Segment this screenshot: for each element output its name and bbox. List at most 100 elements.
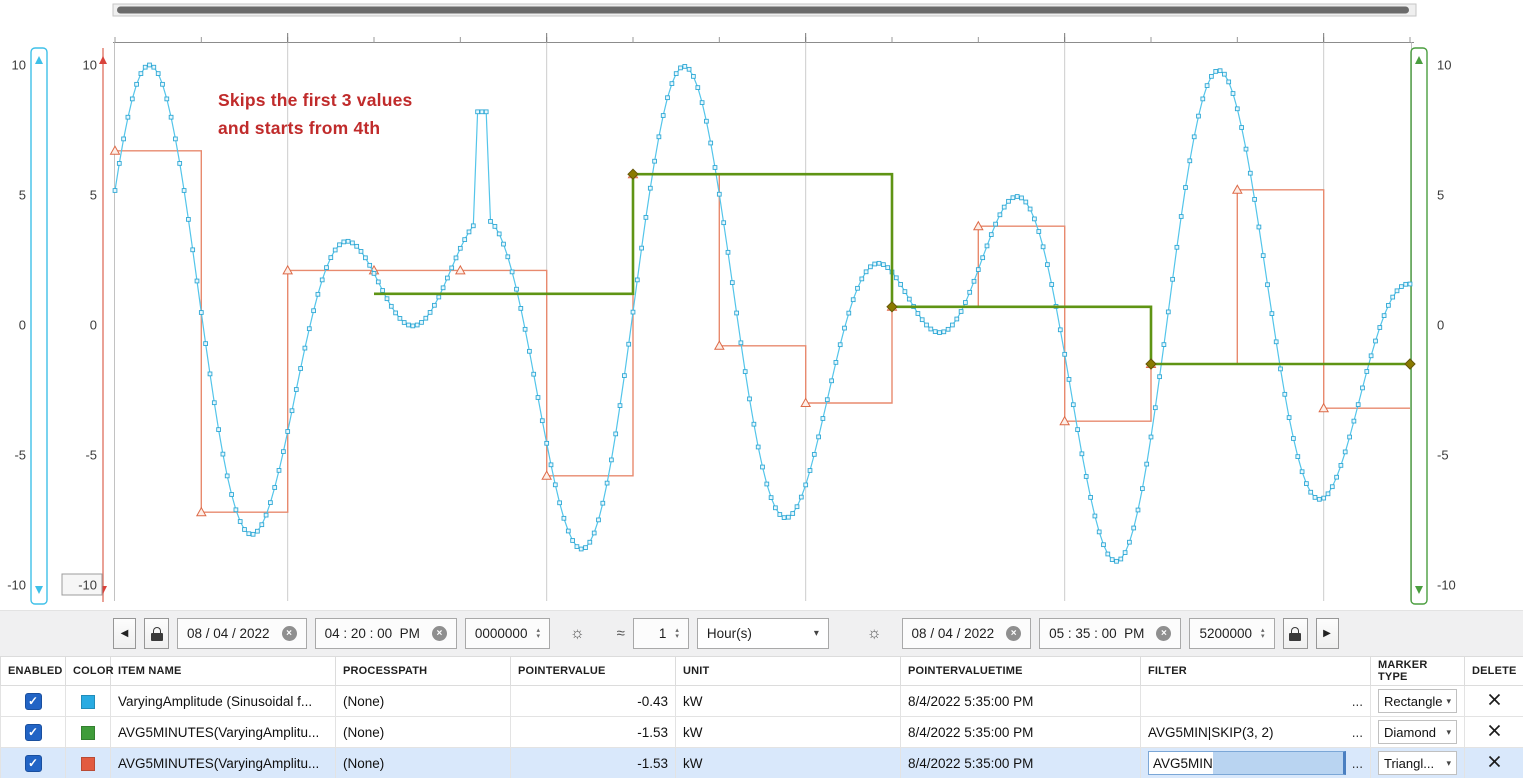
svg-text:0: 0 bbox=[1437, 318, 1444, 333]
trend-chart-region: 10 5 0 -5 -10 10 5 0 -5 -10 10 5 0 -5 -10 Skips the fi… bbox=[0, 0, 1523, 610]
header-filter: FILTER bbox=[1140, 656, 1371, 686]
series-avg5min-skip bbox=[374, 168, 1416, 370]
spinner-icon[interactable]: ▴ ▾ bbox=[536, 626, 540, 640]
marker-type-select[interactable]: Rectangle ▾ bbox=[1378, 689, 1457, 713]
filter-more-button[interactable]: ... bbox=[1351, 755, 1363, 771]
item-name-cell: AVG5MINUTES(VaryingAmplitu... bbox=[110, 716, 336, 748]
series-color-swatch[interactable] bbox=[81, 725, 95, 740]
item-name-cell: AVG5MINUTES(VaryingAmplitu... bbox=[110, 747, 336, 778]
svg-text:10: 10 bbox=[1437, 58, 1451, 73]
chevron-down-icon: ▾ bbox=[813, 628, 819, 639]
svg-text:10: 10 bbox=[83, 58, 97, 73]
value-axis-right-green[interactable]: 10 5 0 -5 -10 bbox=[1410, 47, 1456, 605]
svg-text:-5: -5 bbox=[85, 448, 97, 463]
header-processpath: PROCESSPATH bbox=[335, 656, 511, 686]
step-back-button[interactable]: ◀ bbox=[113, 618, 136, 649]
marker-type-select[interactable]: Triangl... ▾ bbox=[1378, 751, 1457, 775]
processpath-cell: (None) bbox=[335, 747, 511, 778]
item-name-cell: VaryingAmplitude (Sinusoidal f... bbox=[110, 685, 336, 717]
header-item-name: ITEM NAME bbox=[110, 656, 336, 686]
series-avg5min bbox=[109, 145, 1410, 517]
value-axis-left-orange[interactable]: 10 5 0 -5 -10 bbox=[61, 48, 107, 602]
chart-scrollbar[interactable] bbox=[112, 3, 1417, 17]
svg-text:-10: -10 bbox=[7, 578, 26, 593]
unit-cell: kW bbox=[675, 747, 901, 778]
duration-value-field[interactable]: 1 ▴ ▾ bbox=[632, 618, 689, 649]
enabled-checkbox[interactable]: ✓ bbox=[24, 692, 42, 710]
filter-input[interactable] bbox=[1148, 751, 1346, 775]
duration-unit-value: Hour(s) bbox=[706, 626, 752, 641]
end-date-field[interactable]: 08 / 04 / 2022 × bbox=[901, 618, 1032, 649]
start-time-value: 04 : 20 : 00 PM bbox=[324, 626, 420, 641]
delete-row-button[interactable] bbox=[1488, 724, 1501, 737]
svg-text:0: 0 bbox=[90, 318, 97, 333]
lock-icon bbox=[1289, 626, 1302, 641]
series-color-swatch[interactable] bbox=[81, 756, 95, 771]
enabled-checkbox[interactable]: ✓ bbox=[24, 723, 42, 741]
series-color-swatch[interactable] bbox=[81, 694, 95, 709]
trend-chart[interactable]: 10 5 0 -5 -10 10 5 0 -5 -10 10 5 0 -5 -10 bbox=[0, 0, 1523, 610]
lock-end-button[interactable] bbox=[1282, 618, 1308, 649]
svg-text:0: 0 bbox=[19, 318, 26, 333]
duration-value: 1 bbox=[658, 626, 667, 641]
delete-icon bbox=[1488, 693, 1500, 706]
table-row[interactable]: ✓ VaryingAmplitude (Sinusoidal f... (Non… bbox=[0, 685, 1523, 717]
start-offset-field[interactable]: 0000000 ▴ ▾ bbox=[464, 618, 550, 649]
series-varying-amplitude bbox=[112, 62, 1413, 564]
svg-text:-10: -10 bbox=[78, 578, 97, 593]
annotation-line-2: and starts from 4th bbox=[218, 118, 381, 138]
duration-unit-select[interactable]: Hour(s) ▾ bbox=[696, 618, 829, 649]
pointervaluetime-cell: 8/4/2022 5:35:00 PM bbox=[900, 685, 1141, 717]
end-offset-value: 5200000 bbox=[1199, 626, 1252, 641]
chevron-down-icon: ▾ bbox=[1446, 695, 1452, 706]
sun-icon-start[interactable]: ☼ bbox=[569, 624, 585, 642]
lock-start-button[interactable] bbox=[144, 618, 169, 649]
unit-cell: kW bbox=[675, 716, 901, 748]
marker-type-value: Triangl... bbox=[1384, 755, 1435, 771]
spinner-icon[interactable]: ▴ ▾ bbox=[675, 626, 679, 640]
svg-text:-5: -5 bbox=[1437, 448, 1449, 463]
end-time-field[interactable]: 05 : 35 : 00 PM × bbox=[1039, 618, 1182, 649]
pointervaluetime-cell: 8/4/2022 5:35:00 PM bbox=[900, 747, 1141, 778]
clear-end-date-icon[interactable]: × bbox=[1006, 626, 1022, 641]
chevron-down-icon: ▾ bbox=[1446, 757, 1451, 768]
filter-more-button[interactable]: ... bbox=[1351, 693, 1363, 709]
unit-cell: kW bbox=[675, 685, 901, 717]
chart-annotation: Skips the first 3 values and starts from… bbox=[218, 86, 412, 142]
delete-icon bbox=[1488, 755, 1500, 768]
header-pointervaluetime: POINTERVALUETIME bbox=[900, 656, 1141, 686]
annotation-line-1: Skips the first 3 values bbox=[218, 90, 413, 110]
table-row[interactable]: ✓ AVG5MINUTES(VaryingAmplitu... (None) -… bbox=[0, 716, 1523, 748]
marker-type-value: Diamond bbox=[1384, 724, 1437, 740]
clear-end-time-icon[interactable]: × bbox=[1156, 626, 1172, 641]
lock-icon bbox=[150, 626, 163, 641]
table-header-row: ENABLED COLOR ITEM NAME PROCESSPATH POIN… bbox=[0, 656, 1523, 686]
end-time-value: 05 : 35 : 00 PM bbox=[1049, 626, 1145, 641]
header-marker-type: MARKER TYPE bbox=[1370, 656, 1465, 686]
clear-start-date-icon[interactable]: × bbox=[281, 626, 297, 641]
marker-type-select[interactable]: Diamond ▾ bbox=[1378, 720, 1457, 744]
start-time-field[interactable]: 04 : 20 : 00 PM × bbox=[314, 618, 457, 649]
table-row[interactable]: ✓ AVG5MINUTES(VaryingAmplitu... (None) -… bbox=[0, 747, 1523, 778]
step-forward-button[interactable]: ▶ bbox=[1315, 618, 1339, 649]
check-icon: ✓ bbox=[27, 725, 39, 739]
end-offset-field[interactable]: 5200000 ▴ ▾ bbox=[1189, 618, 1275, 649]
time-axis bbox=[113, 37, 1414, 43]
clear-start-time-icon[interactable]: × bbox=[431, 626, 447, 641]
delete-row-button[interactable] bbox=[1488, 755, 1501, 768]
svg-text:5: 5 bbox=[1437, 188, 1444, 203]
spinner-icon[interactable]: ▴ ▾ bbox=[1261, 626, 1265, 640]
start-date-field[interactable]: 08 / 04 / 2022 × bbox=[177, 618, 307, 649]
check-icon: ✓ bbox=[27, 756, 39, 770]
svg-text:10: 10 bbox=[12, 58, 26, 73]
header-enabled: ENABLED bbox=[0, 656, 66, 686]
sun-icon-end[interactable]: ☼ bbox=[866, 624, 882, 642]
filter-value: AVG5MIN|SKIP(3, 2) bbox=[1148, 724, 1274, 740]
enabled-checkbox[interactable]: ✓ bbox=[24, 754, 42, 772]
chevron-down-icon: ▾ bbox=[1446, 726, 1451, 737]
processpath-cell: (None) bbox=[335, 716, 511, 748]
delete-row-button[interactable] bbox=[1488, 693, 1501, 706]
filter-more-button[interactable]: ... bbox=[1351, 724, 1363, 740]
value-axis-left-cyan[interactable]: 10 5 0 -5 -10 bbox=[7, 47, 48, 605]
pointervaluetime-cell: 8/4/2022 5:35:00 PM bbox=[900, 716, 1141, 748]
